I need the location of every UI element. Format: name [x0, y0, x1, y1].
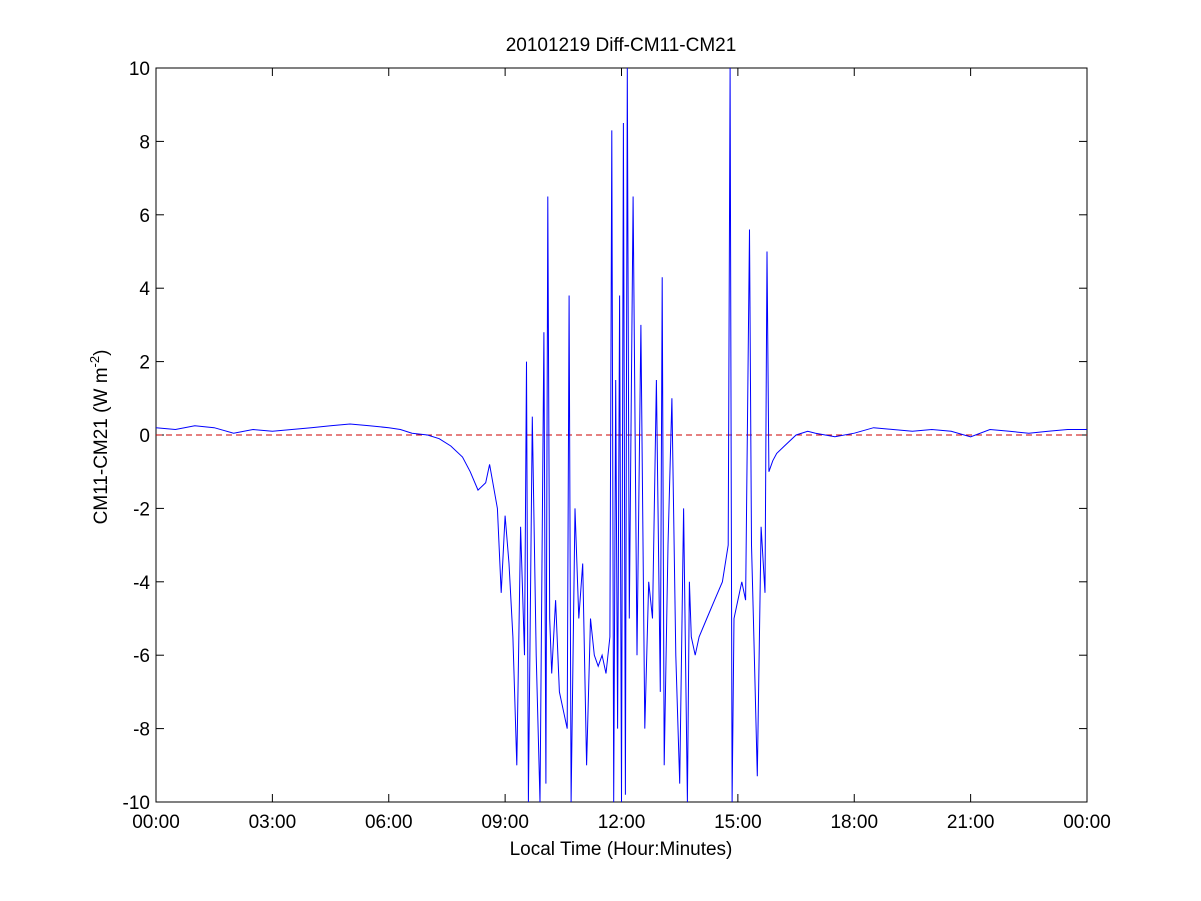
data-series-line: [155, 67, 1087, 803]
y-tick-label: 0: [139, 426, 150, 447]
chart-title: 20101219 Diff-CM11-CM21: [506, 35, 737, 56]
x-tick-label: 12:00: [598, 812, 646, 833]
y-tick-label: -8: [133, 720, 150, 741]
y-tick-label: -6: [133, 646, 150, 667]
x-tick-labels: 00:00 03:00 06:00 09:00 12:00 15:00 18:00 21:00…: [132, 812, 1111, 833]
x-tick-label: 09:00: [481, 812, 529, 833]
y-axis-label-superscript: -2: [87, 356, 102, 368]
y-tick-labels: -10 -8 -6 -4 -2 0 2 4 6 8 10: [123, 59, 151, 814]
y-tick-label: -2: [133, 499, 150, 520]
y-tick-label: 2: [139, 353, 150, 374]
x-tick-label: 03:00: [249, 812, 297, 833]
y-axis-label-close: ): [91, 350, 112, 356]
x-axis-label: Local Time (Hour:Minutes): [510, 839, 733, 860]
y-tick-label: 10: [129, 59, 150, 80]
y-tick-label: -4: [133, 573, 150, 594]
x-tick-label: 15:00: [714, 812, 762, 833]
y-tick-label: 4: [139, 279, 150, 300]
x-tick-label: 00:00: [132, 812, 180, 833]
x-tick-label: 21:00: [947, 812, 995, 833]
x-tick-label: 06:00: [365, 812, 413, 833]
x-tick-label: 18:00: [830, 812, 878, 833]
y-tick-label: 8: [139, 132, 150, 153]
y-tick-label: 6: [139, 206, 150, 227]
x-tick-label: 00:00: [1063, 812, 1111, 833]
y-axis-label: CM11-CM21 (W m-2): [87, 350, 112, 525]
y-axis-label-main: CM11-CM21 (W m: [91, 367, 112, 524]
plot-area: [155, 67, 1088, 803]
y-tick-label: -10: [123, 793, 150, 814]
